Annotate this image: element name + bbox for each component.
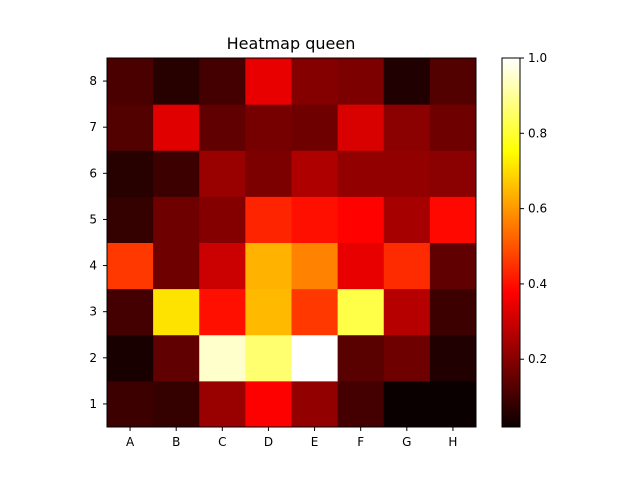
heatmap-cell-E5 <box>292 196 339 243</box>
heatmap-cell-D5 <box>245 196 292 243</box>
heatmap-cell-F6 <box>338 150 385 197</box>
colorbar <box>502 58 520 427</box>
heatmap-cell-E2 <box>292 335 339 382</box>
heatmap-cell-B1 <box>153 381 200 428</box>
heatmap-cell-B7 <box>153 104 200 151</box>
colorbar-tick-label: 0.6 <box>528 202 547 216</box>
y-tick-label: 5 <box>89 212 97 226</box>
heatmap-cell-G6 <box>384 150 431 197</box>
heatmap-cell-B6 <box>153 150 200 197</box>
heatmap-cell-D2 <box>245 335 292 382</box>
x-tick-label: H <box>448 435 457 449</box>
chart-title: Heatmap queen <box>227 34 356 53</box>
colorbar-axis: 0.2 0.4 0.6 0.8 1.0 <box>520 51 547 366</box>
heatmap-cell-B5 <box>153 196 200 243</box>
heatmap-cell-E4 <box>292 243 339 290</box>
heatmap-cell-C4 <box>199 243 246 290</box>
heatmap-cell-D1 <box>245 381 292 428</box>
x-tick-label: B <box>172 435 180 449</box>
heatmap-cell-D4 <box>245 243 292 290</box>
colorbar-tick-label: 0.8 <box>528 126 547 140</box>
heatmap-cell-C3 <box>199 289 246 336</box>
heatmap-cell-C1 <box>199 381 246 428</box>
heatmap-cell-C8 <box>199 58 246 105</box>
heatmap-cell-A5 <box>107 196 154 243</box>
colorbar-tick-label: 1.0 <box>528 51 547 65</box>
heatmap-cell-H8 <box>430 58 477 105</box>
colorbar-tick-label: 0.2 <box>528 352 547 366</box>
heatmap-cell-G1 <box>384 381 431 428</box>
x-tick-label: D <box>264 435 273 449</box>
y-tick-label: 8 <box>89 74 97 88</box>
x-tick-label: E <box>311 435 319 449</box>
heatmap-cell-B8 <box>153 58 200 105</box>
y-tick-label: 2 <box>89 351 97 365</box>
heatmap-cell-A4 <box>107 243 154 290</box>
heatmap-cell-F3 <box>338 289 385 336</box>
heatmap-cell-F4 <box>338 243 385 290</box>
heatmap-cell-A1 <box>107 381 154 428</box>
heatmap-cell-C6 <box>199 150 246 197</box>
heatmap-cell-G2 <box>384 335 431 382</box>
heatmap-cell-B3 <box>153 289 200 336</box>
heatmap-cell-D6 <box>245 150 292 197</box>
heatmap-cell-A6 <box>107 150 154 197</box>
heatmap-cell-H5 <box>430 196 477 243</box>
heatmap-cell-E8 <box>292 58 339 105</box>
heatmap-cell-H2 <box>430 335 477 382</box>
heatmap-cell-E7 <box>292 104 339 151</box>
x-axis: A B C D E F G H <box>126 427 458 449</box>
x-tick-label: C <box>218 435 226 449</box>
heatmap-cell-G8 <box>384 58 431 105</box>
y-axis: 1 2 3 4 5 6 7 8 <box>89 74 107 411</box>
heatmap-cell-D7 <box>245 104 292 151</box>
x-tick-label: F <box>357 435 364 449</box>
heatmap-cell-F5 <box>338 196 385 243</box>
heatmap-cell-D3 <box>245 289 292 336</box>
heatmap-cell-F8 <box>338 58 385 105</box>
heatmap-cell-H1 <box>430 381 477 428</box>
heatmap-cell-A7 <box>107 104 154 151</box>
heatmap-cell-D8 <box>245 58 292 105</box>
heatmap-cells <box>107 58 477 428</box>
y-tick-label: 3 <box>89 305 97 319</box>
heatmap-cell-G4 <box>384 243 431 290</box>
y-tick-label: 7 <box>89 120 97 134</box>
heatmap-cell-E6 <box>292 150 339 197</box>
heatmap-cell-F1 <box>338 381 385 428</box>
y-tick-label: 1 <box>89 397 97 411</box>
heatmap-cell-B4 <box>153 243 200 290</box>
heatmap-cell-E3 <box>292 289 339 336</box>
heatmap-cell-F7 <box>338 104 385 151</box>
heatmap-cell-A2 <box>107 335 154 382</box>
heatmap-cell-B2 <box>153 335 200 382</box>
heatmap-cell-H6 <box>430 150 477 197</box>
heatmap-cell-A8 <box>107 58 154 105</box>
heatmap-cell-H3 <box>430 289 477 336</box>
heatmap-cell-E1 <box>292 381 339 428</box>
heatmap-cell-H4 <box>430 243 477 290</box>
heatmap-cell-G5 <box>384 196 431 243</box>
heatmap-cell-C2 <box>199 335 246 382</box>
heatmap-cell-C7 <box>199 104 246 151</box>
heatmap-cell-G3 <box>384 289 431 336</box>
heatmap-cell-F2 <box>338 335 385 382</box>
colorbar-tick-label: 0.4 <box>528 277 547 291</box>
y-tick-label: 6 <box>89 166 97 180</box>
y-tick-label: 4 <box>89 259 97 273</box>
x-tick-label: A <box>126 435 135 449</box>
x-tick-label: G <box>402 435 411 449</box>
heatmap-cell-H7 <box>430 104 477 151</box>
heatmap-cell-G7 <box>384 104 431 151</box>
heatmap-cell-A3 <box>107 289 154 336</box>
heatmap-cell-C5 <box>199 196 246 243</box>
